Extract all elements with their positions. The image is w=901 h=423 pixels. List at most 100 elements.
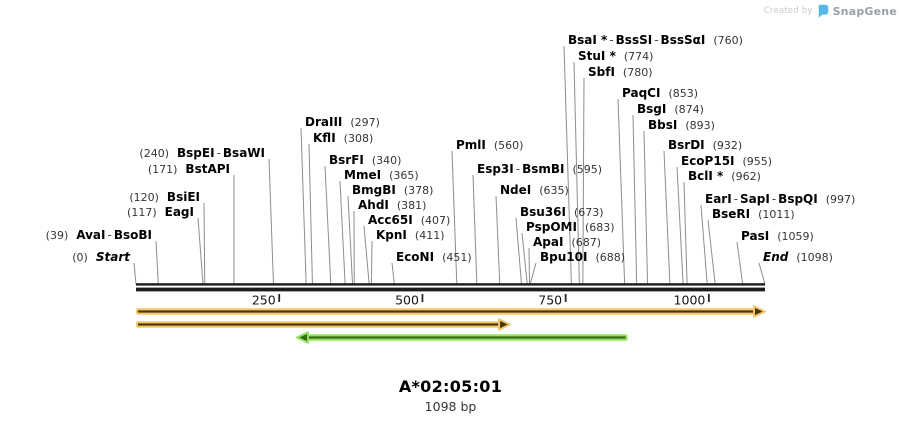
site-name: BsgI <box>637 102 666 116</box>
site-name: Bsu36I <box>520 205 566 219</box>
site-position: (893) <box>685 119 715 132</box>
site-position: (1011) <box>758 208 795 221</box>
site-connector-line <box>700 204 708 285</box>
enzyme-site-label[interactable]: ApaI (687) <box>533 235 601 250</box>
site-position: (683) <box>584 221 615 234</box>
enzyme-site-label[interactable]: BsaI * - BssSI - BssSαI (760) <box>568 33 743 48</box>
feature-arrow-core-line <box>138 310 754 313</box>
enzyme-site-label[interactable]: AhdI (381) <box>358 198 427 213</box>
enzyme-site-label[interactable]: BsrDI (932) <box>668 138 742 153</box>
site-position: (635) <box>539 184 569 197</box>
site-name: BsaI * - BssSI - BssSαI <box>568 33 705 47</box>
enzyme-name: AvaI <box>76 228 106 242</box>
enzyme-name: End <box>763 250 789 264</box>
ruler-tick-label: 500 <box>395 293 419 308</box>
enzyme-site-label[interactable]: KflI (308) <box>313 131 373 146</box>
site-position: (780) <box>622 66 653 79</box>
enzyme-name: AhdI <box>358 198 389 212</box>
enzyme-site-label[interactable]: BseRI (1011) <box>712 207 795 222</box>
enzyme-site-label[interactable]: BclI * (962) <box>688 169 761 184</box>
name-separator: - <box>733 192 739 206</box>
name-separator: - <box>515 162 521 176</box>
watermark-created-by-text: Created by <box>763 6 813 16</box>
enzyme-site-label[interactable]: (39) AvaI - BsoBI <box>45 228 152 243</box>
enzyme-site-label[interactable]: BsgI (874) <box>637 102 704 117</box>
snapgene-watermark: Created by SnapGene <box>764 4 897 18</box>
enzyme-site-label[interactable]: (120) BsiEI <box>129 191 200 205</box>
name-separator: - <box>216 146 221 160</box>
site-connector-line <box>324 165 332 285</box>
site-position: (39) <box>45 229 69 242</box>
ruler-tick-label: 250 <box>252 293 276 308</box>
enzyme-site-label[interactable]: (240) BspEI - BsaWI <box>139 146 265 161</box>
ruler-tick-label: 750 <box>538 293 562 308</box>
name-separator: - <box>609 33 614 47</box>
enzyme-name: BmgBI <box>352 183 396 197</box>
ruler-tick <box>707 294 710 302</box>
enzyme-name: BsaI * <box>568 33 608 47</box>
snapgene-logo-icon <box>818 4 828 18</box>
enzyme-site-label[interactable]: BsrFI (340) <box>329 154 401 168</box>
enzyme-name: BseRI <box>712 207 751 221</box>
enzyme-site-label[interactable]: Esp3I - BsmBI (595) <box>477 162 602 177</box>
enzyme-site-label[interactable]: Bsu36I (673) <box>520 205 604 220</box>
enzyme-name: BsrDI <box>668 138 705 152</box>
feature-arrow[interactable] <box>136 318 512 331</box>
enzyme-site-label[interactable]: StuI * (774) <box>578 49 653 64</box>
enzyme-site-label[interactable]: NdeI (635) <box>500 184 569 198</box>
enzyme-site-label[interactable]: BbsI (893) <box>648 119 715 133</box>
site-name: EcoP15I <box>681 154 735 168</box>
site-name: ApaI <box>533 235 563 249</box>
enzyme-site-label[interactable]: (117) EagI <box>127 206 194 220</box>
enzyme-site-label[interactable]: PasI (1059) <box>741 230 814 244</box>
enzyme-name: StuI * <box>578 49 616 63</box>
enzyme-site-label[interactable]: MmeI (365) <box>344 168 419 183</box>
feature-arrow[interactable] <box>295 331 628 344</box>
site-position: (120) <box>129 191 159 204</box>
enzyme-site-label[interactable]: Acc65I (407) <box>368 214 450 228</box>
enzyme-site-label[interactable]: Bpu10I (688) <box>540 251 625 265</box>
enzyme-name: SapI <box>740 192 770 206</box>
enzyme-name: Start <box>95 250 130 264</box>
site-position: (874) <box>674 103 704 116</box>
site-connector-line <box>495 195 501 285</box>
site-connector-line <box>197 217 204 285</box>
enzyme-site-label[interactable]: (171) BstAPI <box>148 162 230 177</box>
site-name: PaqCI <box>622 86 660 100</box>
site-connector-line <box>268 158 274 285</box>
enzyme-site-label[interactable]: PaqCI (853) <box>622 86 698 101</box>
site-connector-line <box>308 143 313 285</box>
sequence-bar-bottom-line <box>136 287 765 292</box>
site-connector-line <box>339 180 346 285</box>
enzyme-site-label[interactable]: SbfI (780) <box>588 65 653 80</box>
site-connector-line <box>347 195 354 285</box>
enzyme-name: PspOMI <box>526 220 577 234</box>
enzyme-name: BclI * <box>688 169 724 183</box>
enzyme-site-label[interactable]: PmlI (560) <box>456 139 523 153</box>
enzyme-site-label[interactable]: EcoNI (451) <box>396 251 472 265</box>
enzyme-name: Esp3I <box>477 162 514 176</box>
enzyme-name: ApaI <box>533 235 564 249</box>
site-name: MmeI <box>344 168 381 182</box>
enzyme-site-label[interactable]: EarI - SapI - BspQI (997) <box>705 192 855 207</box>
enzyme-name: BssSI <box>615 33 653 47</box>
site-connector-line <box>472 174 478 285</box>
site-connector-line <box>300 127 307 285</box>
enzyme-name: BstAPI <box>185 162 230 176</box>
site-position: (381) <box>396 199 427 212</box>
title-block: A*02:05:01 1098 bp <box>0 377 901 414</box>
site-name: BclI * <box>688 169 723 183</box>
ruler-tick <box>278 294 281 302</box>
enzyme-site-label[interactable]: BmgBI (378) <box>352 183 433 198</box>
site-position: (0) <box>72 251 88 264</box>
name-separator: - <box>771 192 777 206</box>
enzyme-name: KflI <box>313 131 336 145</box>
enzyme-site-label[interactable]: KpnI (411) <box>376 229 445 243</box>
feature-arrow[interactable] <box>136 305 766 318</box>
enzyme-site-label[interactable]: PspOMI (683) <box>526 220 615 235</box>
enzyme-site-label[interactable]: DraIII (297) <box>305 116 380 130</box>
enzyme-name: SbfI <box>588 65 615 79</box>
enzyme-site-label[interactable]: EcoP15I (955) <box>681 154 772 169</box>
